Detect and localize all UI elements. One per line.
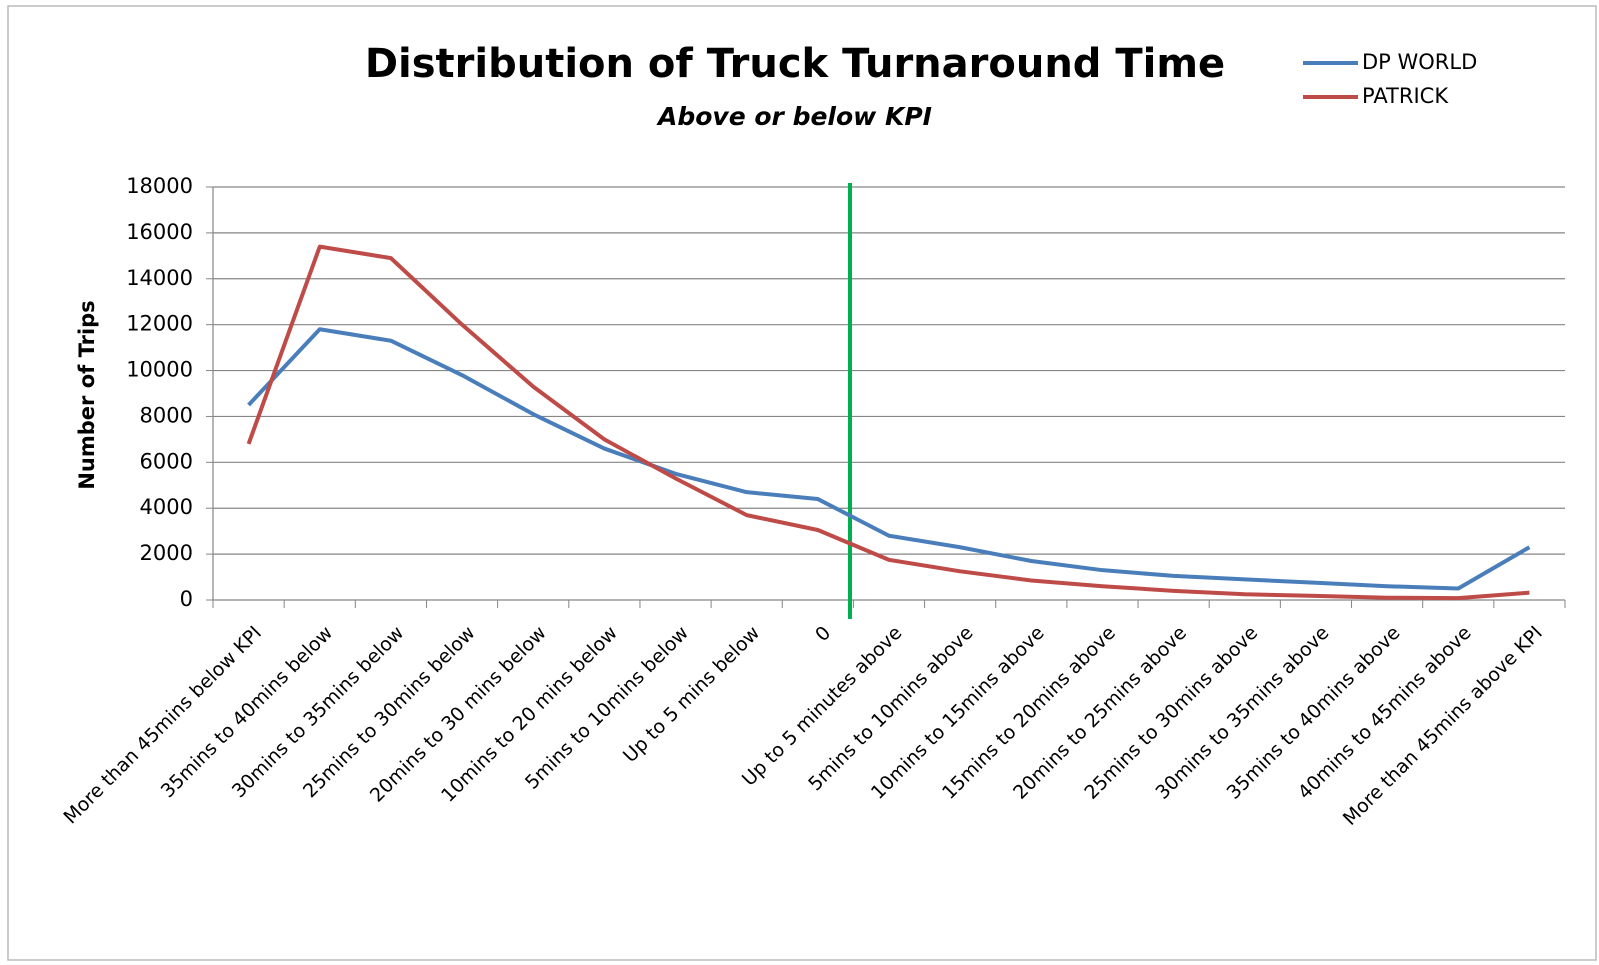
chart-border [7, 5, 1597, 961]
y-tick-label: 0 [180, 587, 193, 611]
legend-label: DP WORLD [1362, 50, 1477, 74]
y-tick-label: 16000 [126, 220, 193, 244]
series-line [246, 244, 1530, 601]
y-tick-label: 14000 [126, 266, 193, 290]
y-tick-label: 2000 [140, 541, 193, 565]
y-tick-label: 4000 [140, 495, 193, 519]
legend-label: PATRICK [1362, 84, 1449, 108]
y-tick-label: 12000 [126, 312, 193, 336]
y-tick-label: 8000 [140, 403, 193, 427]
y-tick-label: 18000 [126, 174, 193, 198]
chart-title: Distribution of Truck Turnaround Time [365, 41, 1225, 87]
chart-subtitle: Above or below KPI [656, 102, 932, 131]
y-tick-label: 6000 [140, 449, 193, 473]
y-axis-title: Number of Trips [75, 300, 99, 489]
y-tick-label: 10000 [126, 358, 193, 382]
series-line [247, 327, 1531, 591]
